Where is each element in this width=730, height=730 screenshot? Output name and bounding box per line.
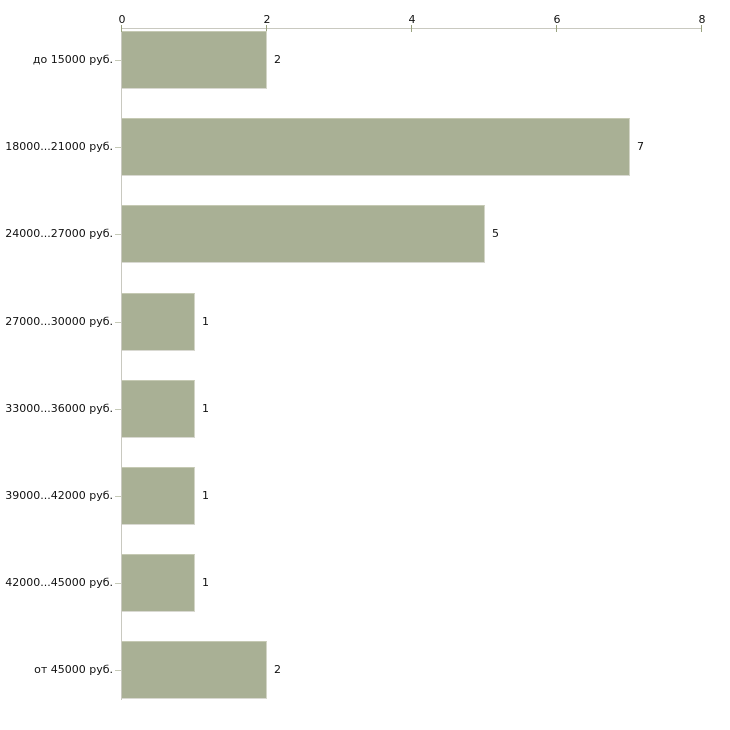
bar-value-label: 2 (274, 53, 281, 66)
bar (122, 380, 195, 438)
category-tick (115, 670, 121, 671)
category-label: 39000...42000 руб. (5, 489, 113, 502)
x-axis-tick (121, 25, 122, 32)
x-axis-tick (411, 25, 412, 32)
bar-value-label: 1 (202, 576, 209, 589)
category-tick (115, 583, 121, 584)
bar-value-label: 1 (202, 402, 209, 415)
bar (122, 205, 485, 263)
bar (122, 641, 267, 699)
bar-value-label: 1 (202, 315, 209, 328)
category-tick (115, 147, 121, 148)
bar-value-label: 7 (637, 140, 644, 153)
bar-value-label: 1 (202, 489, 209, 502)
category-tick (115, 496, 121, 497)
bar-value-label: 5 (492, 227, 499, 240)
category-label: до 15000 руб. (32, 53, 113, 66)
x-axis-tick-label: 6 (553, 13, 561, 26)
bar-value-label: 2 (274, 663, 281, 676)
bar (122, 467, 195, 525)
x-axis-tick-label: 2 (263, 13, 271, 26)
category-tick (115, 322, 121, 323)
x-axis-tick-label: 0 (118, 13, 126, 26)
x-axis-tick (556, 25, 557, 32)
category-tick (115, 234, 121, 235)
category-tick (115, 409, 121, 410)
category-label: 18000...21000 руб. (5, 140, 113, 153)
x-axis-tick-label: 8 (698, 13, 706, 26)
x-axis-tick-label: 4 (408, 13, 416, 26)
category-label: 33000...36000 руб. (5, 402, 113, 415)
category-label: от 45000 руб. (34, 663, 113, 676)
category-label: 42000...45000 руб. (5, 576, 113, 589)
bar (122, 118, 630, 176)
bar (122, 293, 195, 351)
category-tick (115, 60, 121, 61)
category-label: 24000...27000 руб. (5, 227, 113, 240)
y-axis-line (121, 28, 122, 700)
category-label: 27000...30000 руб. (5, 315, 113, 328)
bar (122, 31, 267, 89)
bar (122, 554, 195, 612)
x-axis-tick (701, 25, 702, 32)
x-axis-tick (266, 25, 267, 32)
